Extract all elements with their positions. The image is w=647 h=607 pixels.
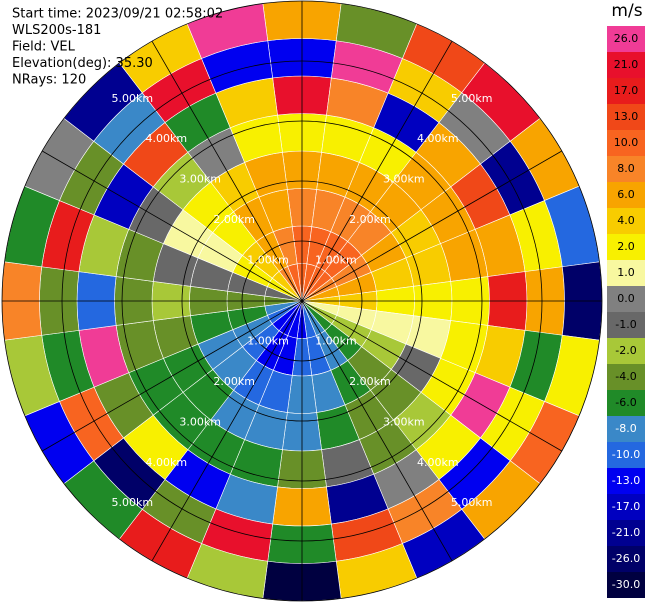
colorbar-label: -17.0 xyxy=(612,500,640,513)
range-label: 4.00km xyxy=(417,132,459,145)
colorbar-block xyxy=(607,52,645,78)
colorbar-label: 1.0 xyxy=(617,266,635,279)
range-ring xyxy=(1,0,603,602)
range-ring xyxy=(181,180,423,422)
range-label: 3.00km xyxy=(383,173,425,186)
colorbar-block xyxy=(607,442,645,468)
colorbar-block xyxy=(607,312,645,338)
colorbar-block xyxy=(607,234,645,260)
colorbar-label: -8.0 xyxy=(615,422,636,435)
info-text: Start time: 2023/09/21 02:58:02WLS200s-1… xyxy=(12,7,223,88)
colorbar-block xyxy=(607,494,645,520)
info-line: WLS200s-181 xyxy=(12,23,101,38)
range-label: 5.00km xyxy=(112,496,154,509)
colorbar-label: -26.0 xyxy=(612,552,640,565)
colorbar-block xyxy=(607,260,645,286)
info-line: Field: VEL xyxy=(12,40,76,55)
range-label: 5.00km xyxy=(451,496,493,509)
range-label: 1.00km xyxy=(315,334,357,347)
colorbar-label: -21.0 xyxy=(612,526,640,539)
range-label: 2.00km xyxy=(213,213,255,226)
colorbar-label: 4.0 xyxy=(617,214,635,227)
colorbar-block xyxy=(607,130,645,156)
colorbar-label: -4.0 xyxy=(615,370,636,383)
range-label: 3.00km xyxy=(179,173,221,186)
range-label: 4.00km xyxy=(145,456,187,469)
range-label: 4.00km xyxy=(145,132,187,145)
colorbar-label: 17.0 xyxy=(614,84,639,97)
colorbar-label: -6.0 xyxy=(615,396,636,409)
range-ring xyxy=(121,120,483,482)
colorbar-label: -2.0 xyxy=(615,344,636,357)
range-ring xyxy=(61,60,543,542)
colorbar-block xyxy=(607,390,645,416)
range-label: 2.00km xyxy=(213,375,255,388)
colorbar-block xyxy=(607,572,645,598)
range-label: 4.00km xyxy=(417,456,459,469)
range-label: 2.00km xyxy=(349,375,391,388)
range-label: 5.00km xyxy=(112,92,154,105)
colorbar: m/s 26.0 21.0 17.0 13.0 10.0 8.0 6.0 4.0 2.0 1.0 0… xyxy=(607,1,645,598)
colorbar-label: -10.0 xyxy=(612,448,640,461)
range-label: 1.00km xyxy=(247,334,289,347)
colorbar-label: 10.0 xyxy=(614,136,639,149)
colorbar-block xyxy=(607,104,645,130)
colorbar-block xyxy=(607,26,645,52)
colorbar-block xyxy=(607,468,645,494)
colorbar-label: 13.0 xyxy=(614,110,639,123)
colorbar-block xyxy=(607,156,645,182)
spoke xyxy=(151,40,453,562)
colorbar-label: 2.0 xyxy=(617,240,635,253)
colorbar-label: -1.0 xyxy=(615,318,636,331)
colorbar-block xyxy=(607,208,645,234)
range-ring xyxy=(241,240,363,362)
range-label: 3.00km xyxy=(179,415,221,428)
colorbar-label: 26.0 xyxy=(614,32,639,45)
colorbar-block xyxy=(607,416,645,442)
colorbar-label: 6.0 xyxy=(617,188,635,201)
range-label: 1.00km xyxy=(247,254,289,267)
info-line: NRays: 120 xyxy=(12,73,86,88)
colorbar-label: 0.0 xyxy=(617,292,635,305)
colorbar-label: -30.0 xyxy=(612,578,640,591)
colorbar-block xyxy=(607,286,645,312)
range-label: 3.00km xyxy=(383,415,425,428)
colorbar-block xyxy=(607,364,645,390)
overlay: 1.00km 1.00km 1.00km 1.00km 2.00km 2.00km 2.00… xyxy=(1,0,603,602)
info-line: Elevation(deg): 35.30 xyxy=(12,56,153,71)
colorbar-block xyxy=(607,520,645,546)
colorbar-block xyxy=(607,78,645,104)
range-label: 5.00km xyxy=(451,92,493,105)
range-label: 1.00km xyxy=(315,254,357,267)
colorbar-block xyxy=(607,338,645,364)
colorbar-label: -13.0 xyxy=(612,474,640,487)
colorbar-label: 21.0 xyxy=(614,58,639,71)
colorbar-block xyxy=(607,182,645,208)
range-label: 2.00km xyxy=(349,213,391,226)
colorbar-block xyxy=(607,546,645,572)
info-line: Start time: 2023/09/21 02:58:02 xyxy=(12,7,223,22)
colorbar-unit: m/s xyxy=(611,1,642,21)
ppi-field xyxy=(1,0,603,602)
colorbar-label: 8.0 xyxy=(617,162,635,175)
